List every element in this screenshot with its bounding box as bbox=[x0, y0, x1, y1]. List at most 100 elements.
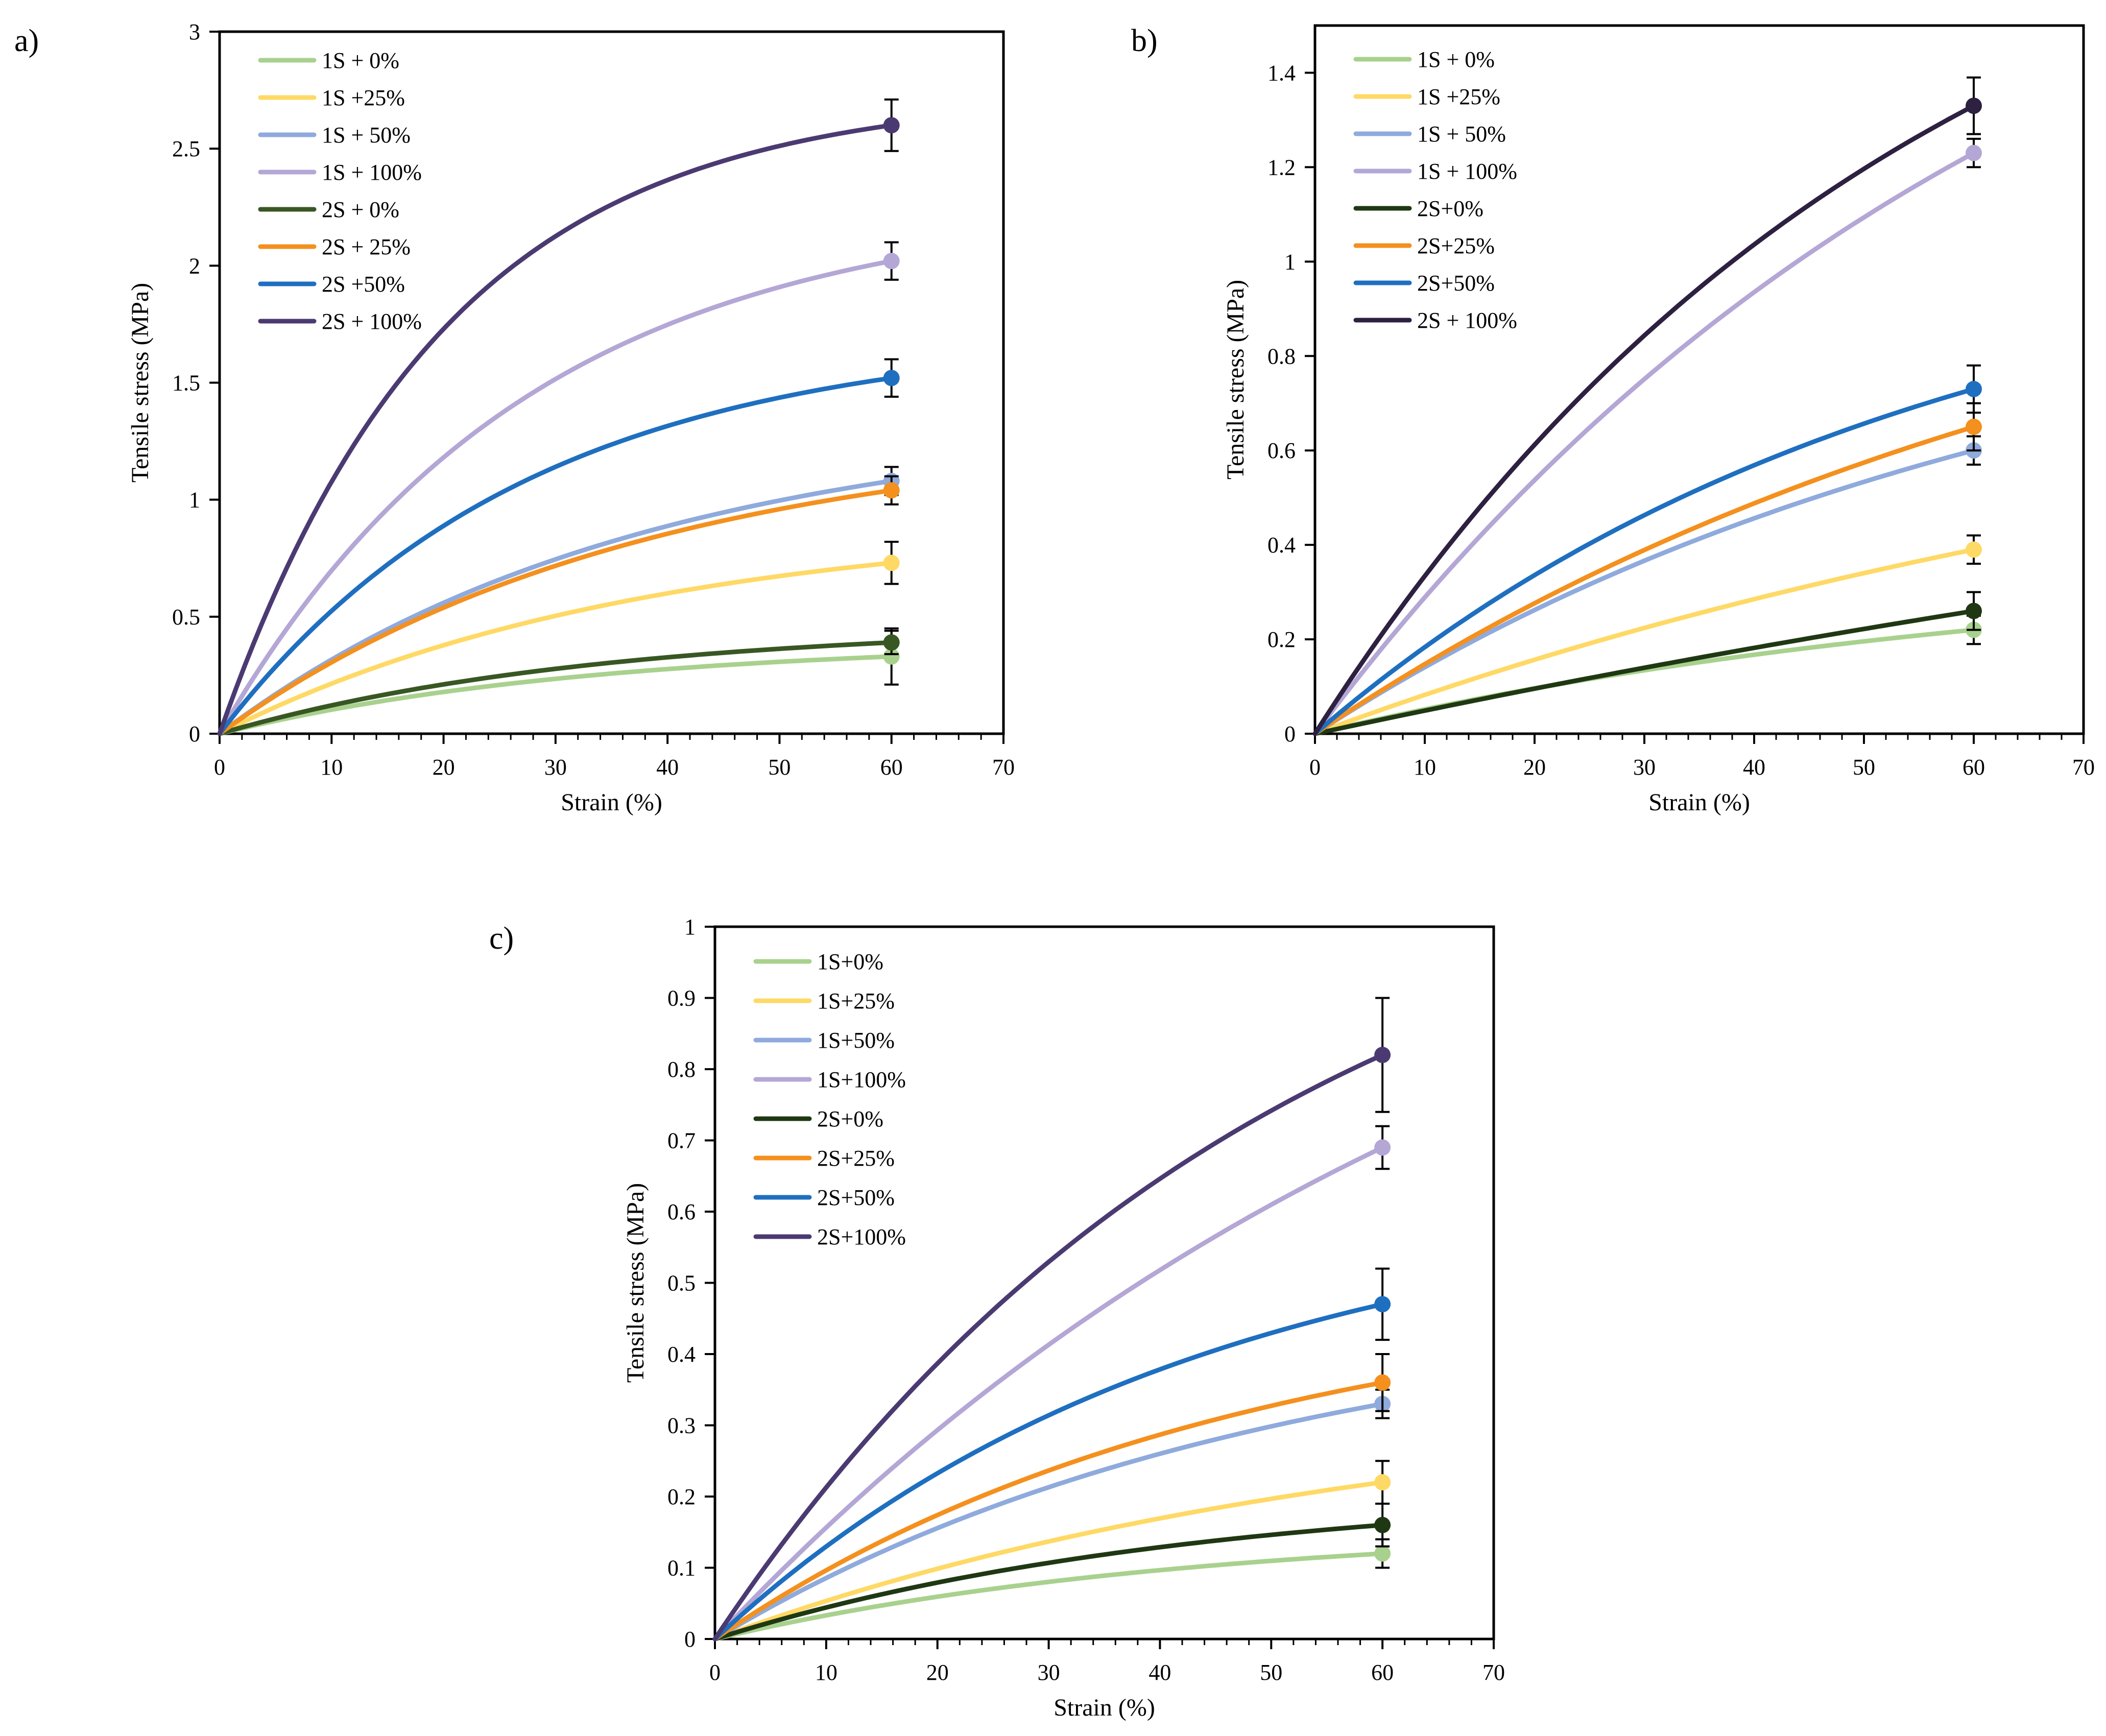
y-tick-label: 2 bbox=[189, 253, 200, 278]
series-line bbox=[712, 1145, 1385, 1642]
y-tick-label: 1.4 bbox=[1267, 60, 1296, 85]
chart-panel-c: c) 0 10 20 30 40 50 60 70 0 0.1 0.2 0.3 0.4 0.5 0.6 0.7 0… bbox=[489, 914, 1505, 1721]
series-line bbox=[217, 654, 894, 736]
series-line bbox=[217, 375, 894, 736]
legend-label: 1S + 100% bbox=[1417, 159, 1517, 184]
y-tick-label: 1 bbox=[684, 914, 696, 939]
y-tick-label: 0.9 bbox=[667, 986, 696, 1011]
x-tick-label: 0 bbox=[709, 1660, 721, 1685]
series-line bbox=[1312, 387, 1976, 736]
legend-label: 1S+100% bbox=[817, 1067, 906, 1092]
series-line bbox=[1312, 547, 1976, 736]
y-tick-label: 1 bbox=[1284, 249, 1296, 274]
y-tick-label: 0 bbox=[1284, 721, 1296, 746]
legend-label: 2S + 100% bbox=[322, 309, 422, 334]
legend-label: 2S + 0% bbox=[322, 197, 399, 222]
panel-label: c) bbox=[489, 921, 514, 956]
x-axis-title: Strain (%) bbox=[1054, 1694, 1155, 1721]
x-tick-label: 20 bbox=[433, 755, 455, 780]
x-tick-label: 50 bbox=[768, 755, 791, 780]
y-tick-label: 0.4 bbox=[1267, 533, 1296, 558]
series-line bbox=[712, 1523, 1385, 1642]
legend-label: 1S+50% bbox=[817, 1028, 895, 1053]
y-tick-label: 0 bbox=[684, 1627, 696, 1652]
legend-label: 2S+0% bbox=[1417, 196, 1483, 221]
end-point-marker bbox=[1374, 1374, 1391, 1391]
series-line bbox=[217, 123, 894, 736]
end-point-marker bbox=[883, 554, 900, 571]
y-tick-label: 0.6 bbox=[667, 1199, 696, 1224]
y-tick-label: 1.2 bbox=[1267, 155, 1296, 180]
end-point-marker bbox=[1966, 98, 1982, 114]
end-point-marker bbox=[883, 253, 900, 270]
series-line bbox=[712, 1380, 1385, 1642]
x-tick-label: 70 bbox=[1482, 1660, 1505, 1685]
x-tick-label: 10 bbox=[815, 1660, 837, 1685]
legend-label: 2S+100% bbox=[817, 1224, 906, 1249]
x-axis-title: Strain (%) bbox=[1648, 789, 1750, 816]
y-axis-title: Tensile stress (MPa) bbox=[622, 1183, 649, 1383]
y-tick-label: 0.2 bbox=[1267, 627, 1296, 652]
y-tick-label: 0.7 bbox=[667, 1128, 696, 1153]
x-tick-label: 30 bbox=[1633, 755, 1656, 780]
y-tick-label: 0.2 bbox=[667, 1484, 696, 1509]
x-tick-label: 20 bbox=[1523, 755, 1546, 780]
end-point-marker bbox=[1374, 1296, 1391, 1313]
legend-label: 2S+50% bbox=[1417, 271, 1495, 296]
series-line bbox=[217, 478, 894, 736]
chart-panel-a: a) 0 10 20 30 40 50 60 70 0 0.5 1 1.5 2 2.5 3 Strain (%)… bbox=[14, 19, 1015, 816]
series-line bbox=[1312, 628, 1976, 736]
series-line bbox=[217, 560, 894, 736]
x-tick-label: 50 bbox=[1260, 1660, 1282, 1685]
x-tick-label: 10 bbox=[1414, 755, 1436, 780]
series-line bbox=[1312, 424, 1976, 736]
series-line bbox=[712, 1301, 1385, 1642]
series-line bbox=[217, 640, 894, 736]
series-line bbox=[1312, 151, 1976, 736]
legend-label: 1S+25% bbox=[817, 988, 895, 1014]
y-tick-label: 0.5 bbox=[172, 605, 200, 630]
end-point-marker bbox=[1966, 144, 1982, 161]
series-line bbox=[217, 488, 894, 736]
y-tick-label: 0.1 bbox=[667, 1556, 696, 1581]
panel-label: a) bbox=[14, 23, 39, 58]
y-tick-label: 1.5 bbox=[172, 371, 200, 396]
legend-label: 1S + 0% bbox=[322, 48, 399, 73]
plot-frame bbox=[1313, 24, 2085, 735]
end-point-marker bbox=[883, 117, 900, 134]
y-axis-title: Tensile stress (MPa) bbox=[127, 283, 154, 483]
panel-label: b) bbox=[1131, 23, 1158, 58]
legend-label: 1S + 50% bbox=[322, 123, 411, 148]
end-point-marker bbox=[1966, 380, 1982, 397]
x-tick-label: 40 bbox=[1148, 1660, 1171, 1685]
y-tick-label: 3 bbox=[189, 19, 200, 44]
series-line bbox=[712, 1480, 1385, 1642]
end-point-marker bbox=[1966, 602, 1982, 619]
end-point-marker bbox=[1966, 418, 1982, 435]
series-line bbox=[1312, 448, 1976, 736]
x-axis-title: Strain (%) bbox=[561, 789, 662, 816]
x-tick-label: 30 bbox=[544, 755, 567, 780]
legend-label: 2S+25% bbox=[1417, 233, 1495, 258]
y-tick-label: 1 bbox=[189, 488, 200, 513]
end-point-marker bbox=[883, 482, 900, 499]
x-tick-label: 0 bbox=[1309, 755, 1321, 780]
x-tick-label: 20 bbox=[926, 1660, 949, 1685]
legend-label: 2S + 100% bbox=[1417, 308, 1517, 333]
chart-panel-b: b) 0 10 20 30 40 50 60 70 0 0.2 0.4 0.6 0.8 1 1.2 1.4 Str… bbox=[1131, 23, 2095, 816]
end-point-marker bbox=[883, 370, 900, 387]
end-point-marker bbox=[1374, 1516, 1391, 1533]
y-tick-label: 0.3 bbox=[667, 1413, 696, 1438]
x-tick-label: 60 bbox=[880, 755, 903, 780]
legend-label: 1S +25% bbox=[322, 85, 405, 110]
series-line bbox=[712, 1052, 1385, 1642]
legend-label: 2S+0% bbox=[817, 1106, 883, 1131]
series-line bbox=[217, 258, 894, 736]
end-point-marker bbox=[883, 634, 900, 651]
x-tick-label: 50 bbox=[1853, 755, 1875, 780]
x-tick-label: 0 bbox=[214, 755, 225, 780]
legend-label: 1S +25% bbox=[1417, 84, 1500, 109]
end-point-marker bbox=[883, 648, 900, 665]
legend-label: 1S + 0% bbox=[1417, 47, 1495, 72]
